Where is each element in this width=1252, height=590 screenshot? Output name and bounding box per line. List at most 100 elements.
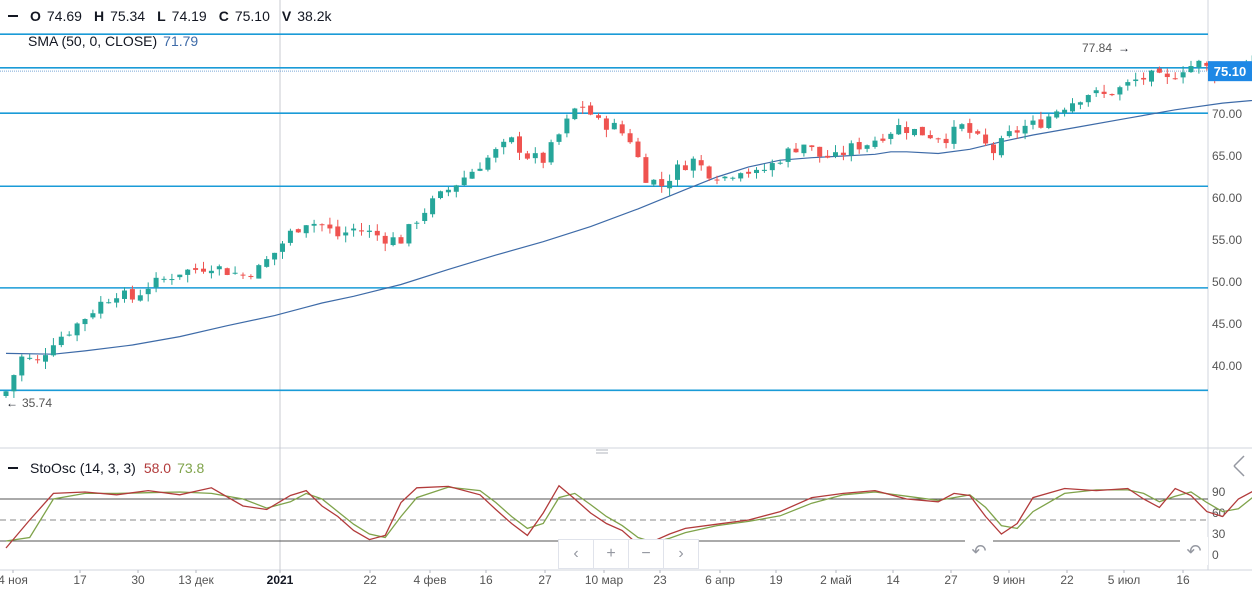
reset-chart-button[interactable]: ↶: [965, 537, 993, 565]
candle-body: [722, 176, 728, 179]
candle-body: [1180, 72, 1186, 78]
candle-body: [698, 160, 704, 166]
time-tick-label: 27: [944, 573, 958, 587]
candle-body: [754, 169, 759, 174]
stoch-legend: StoOsc (14, 3, 3) 58.0 73.8: [8, 460, 204, 476]
candle-body: [951, 126, 957, 144]
time-tick-label: 4 фев: [414, 573, 447, 587]
time-tick-label: 22: [1060, 573, 1074, 587]
candle-body: [129, 289, 135, 300]
scroll-right-button[interactable]: ›: [664, 540, 698, 568]
candle-body: [912, 128, 917, 136]
stoch-tick-label: 0: [1212, 548, 1219, 562]
sma-legend: SMA (50, 0, CLOSE) 71.79: [28, 33, 198, 49]
candle-body: [635, 141, 641, 158]
candle-body: [114, 298, 120, 303]
candle-body: [280, 243, 285, 252]
high-label: H: [93, 8, 105, 24]
candle-body: [27, 357, 33, 359]
price-tick-label: 55.00: [1212, 233, 1242, 247]
candle-body: [359, 230, 364, 232]
candle-body: [603, 118, 609, 130]
candle-body: [517, 136, 522, 153]
candle-body: [1188, 66, 1194, 73]
candle-body: [311, 223, 317, 226]
candle-body: [746, 171, 752, 174]
candle-body: [651, 179, 657, 185]
candle-body: [548, 142, 554, 163]
candle-body: [201, 268, 206, 272]
candle-body: [983, 134, 989, 144]
candle-body: [840, 152, 846, 155]
candle-body: [295, 229, 301, 233]
candle-body: [1062, 109, 1068, 113]
chevron-right-icon: ›: [678, 545, 684, 562]
candle-body: [398, 237, 404, 244]
candle-body: [682, 165, 688, 171]
candle-body: [580, 106, 586, 108]
time-tick-label: 6 апр: [705, 573, 735, 587]
candle-body: [1141, 77, 1147, 80]
candle-body: [106, 302, 112, 304]
candle-body: [1117, 87, 1123, 95]
candle-body: [366, 230, 372, 232]
collapse-main-pane-icon[interactable]: [8, 15, 18, 17]
candle-body: [11, 375, 17, 392]
candle-body: [967, 123, 973, 133]
stoch-k-value: 58.0: [143, 460, 172, 476]
candle-body: [66, 334, 72, 336]
candle-body: [177, 274, 183, 278]
candle-body: [248, 275, 254, 278]
reset-scale-button[interactable]: ↶: [1180, 537, 1208, 565]
candle-body: [232, 272, 238, 274]
plus-icon: +: [606, 545, 616, 562]
candle-body: [3, 391, 9, 396]
candle-body: [777, 162, 783, 164]
candle-body: [19, 356, 25, 376]
time-tick-label: 5 июл: [1108, 573, 1140, 587]
time-tick-label: 10 мар: [585, 573, 624, 587]
collapse-stoch-pane-icon[interactable]: [8, 467, 18, 469]
candle-body: [335, 226, 341, 237]
candle-body: [706, 166, 712, 179]
low-label: L: [157, 8, 166, 24]
candle-body: [43, 355, 48, 362]
candle-body: [501, 141, 507, 148]
candle-body: [1006, 131, 1012, 137]
close-value: 75.10: [234, 8, 270, 24]
candle-body: [58, 336, 64, 346]
candle-body: [564, 118, 570, 134]
candle-body: [453, 185, 459, 192]
candle-body: [35, 359, 41, 361]
candle-body: [414, 222, 420, 224]
volume-label: V: [281, 8, 292, 24]
stoch-label: StoOsc (14, 3, 3): [30, 460, 136, 476]
candle-body: [619, 124, 625, 134]
candle-body: [485, 157, 491, 170]
candle-body: [975, 131, 981, 134]
zoom-in-button[interactable]: +: [594, 540, 629, 568]
candle-body: [216, 266, 222, 270]
candle-body: [532, 153, 538, 159]
candle-body: [730, 177, 736, 179]
minus-icon: −: [641, 545, 651, 562]
candle-body: [1149, 70, 1154, 82]
candle-body: [122, 290, 127, 299]
candle-body: [864, 145, 870, 149]
candle-body: [224, 268, 230, 275]
candle-body: [596, 115, 601, 118]
candle-body: [137, 295, 143, 301]
candle-body: [50, 345, 56, 356]
candle-body: [919, 126, 925, 136]
candle-body: [998, 138, 1004, 156]
scroll-left-button[interactable]: ‹: [559, 540, 594, 568]
price-badge: [1208, 61, 1252, 82]
candle-body: [769, 163, 775, 171]
stoch-tick-label: 60: [1212, 506, 1226, 520]
time-tick-label: 16: [479, 573, 493, 587]
candle-body: [1054, 111, 1060, 118]
candle-body: [145, 288, 151, 295]
zoom-out-button[interactable]: −: [629, 540, 664, 568]
candle-body: [509, 137, 515, 143]
